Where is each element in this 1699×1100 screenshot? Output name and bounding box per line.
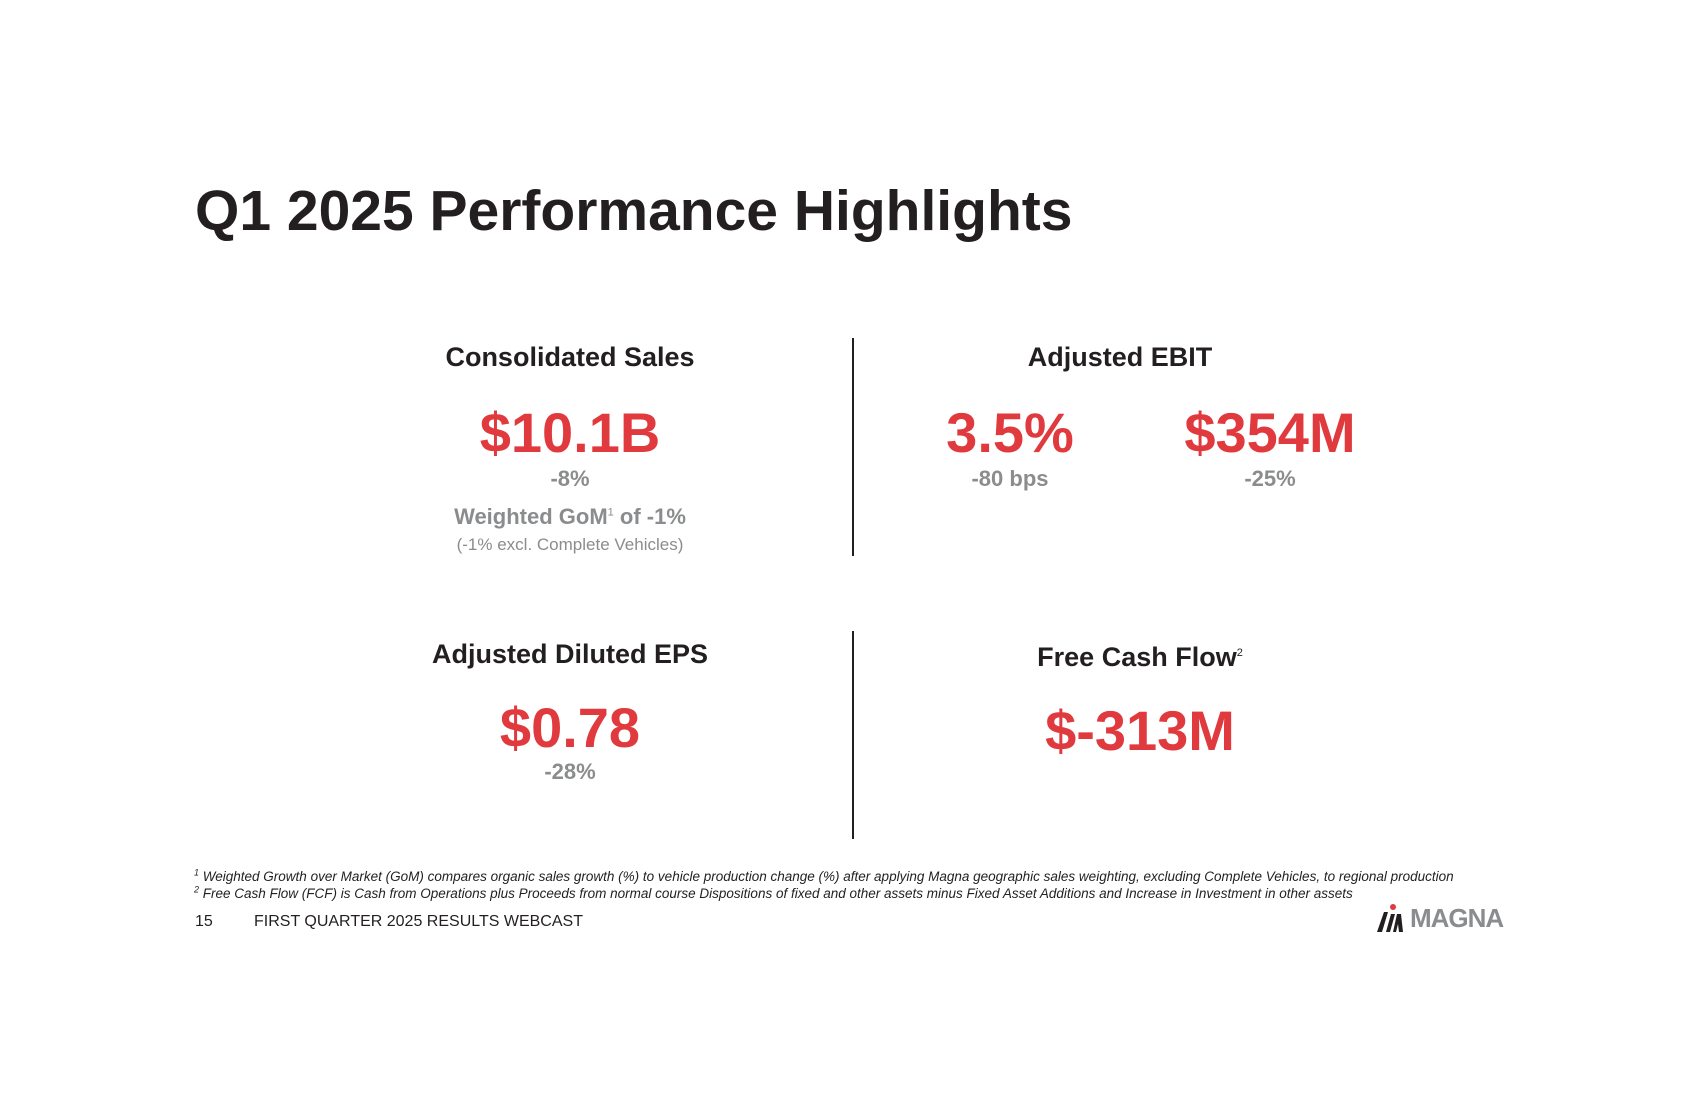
magna-logo: MAGNA: [1377, 904, 1515, 932]
free-cash-flow-heading: Free Cash Flow2: [960, 642, 1320, 673]
footnote-1-marker: 1: [194, 867, 200, 878]
top-divider: [852, 338, 854, 556]
page-number: 15: [195, 913, 213, 930]
adjusted-eps-change: -28%: [544, 759, 596, 784]
footnote-2: 2 Free Cash Flow (FCF) is Cash from Oper…: [194, 884, 1353, 901]
magna-wordmark: MAGNA: [1410, 903, 1504, 933]
weighted-gom: Weighted GoM1 of -1%: [390, 504, 750, 530]
ebit-margin-change: -80 bps: [971, 466, 1049, 491]
adjusted-ebit-heading: Adjusted EBIT: [1027, 342, 1213, 372]
weighted-gom-label: Weighted GoM: [454, 504, 608, 529]
footnote-1-text: Weighted Growth over Market (GoM) compar…: [199, 869, 1454, 884]
bottom-divider: [852, 631, 854, 839]
weighted-gom-value: of -1%: [613, 504, 686, 529]
free-cash-flow-footnote-marker: 2: [1236, 647, 1243, 659]
adjusted-eps-heading: Adjusted Diluted EPS: [431, 639, 709, 669]
weighted-gom-note: (-1% excl. Complete Vehicles): [456, 535, 684, 554]
magna-logo-icon: [1377, 904, 1403, 932]
ebit-amount-value: $354M: [1184, 401, 1356, 464]
free-cash-flow-value: $-313M: [1045, 699, 1235, 762]
adjusted-eps-value: $0.78: [499, 696, 641, 759]
footnote-2-text: Free Cash Flow (FCF) is Cash from Operat…: [199, 886, 1353, 901]
footnote-2-marker: 2: [194, 884, 200, 895]
consolidated-sales-change: -8%: [550, 466, 590, 491]
free-cash-flow-heading-text: Free Cash Flow: [1037, 642, 1237, 672]
ebit-margin-value: 3.5%: [946, 401, 1074, 464]
weighted-gom-footnote-marker: 1: [607, 506, 614, 519]
footnote-1: 1 Weighted Growth over Market (GoM) comp…: [194, 867, 1454, 884]
footer-caption: FIRST QUARTER 2025 RESULTS WEBCAST: [254, 913, 583, 930]
consolidated-sales-value: $10.1B: [479, 401, 661, 464]
page-title: Q1 2025 Performance Highlights: [195, 179, 1073, 243]
consolidated-sales-heading: Consolidated Sales: [445, 342, 695, 372]
ebit-amount-change: -25%: [1244, 466, 1296, 491]
